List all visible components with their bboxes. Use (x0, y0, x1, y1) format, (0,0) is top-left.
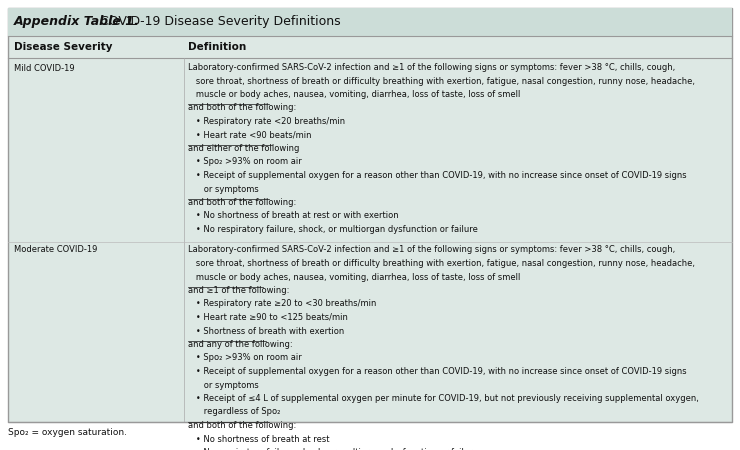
Text: • No shortness of breath at rest: • No shortness of breath at rest (188, 435, 329, 444)
Text: or symptoms: or symptoms (188, 184, 259, 194)
Text: • Spo₂ >93% on room air: • Spo₂ >93% on room air (188, 158, 302, 166)
Text: • Spo₂ >93% on room air: • Spo₂ >93% on room air (188, 354, 302, 363)
Text: regardless of Spo₂: regardless of Spo₂ (188, 408, 280, 417)
Text: and either of the following: and either of the following (188, 144, 300, 153)
Text: muscle or body aches, nausea, vomiting, diarrhea, loss of taste, loss of smell: muscle or body aches, nausea, vomiting, … (188, 90, 520, 99)
Text: • Receipt of supplemental oxygen for a reason other than COVID-19, with no incre: • Receipt of supplemental oxygen for a r… (188, 171, 687, 180)
Text: • Receipt of ≤4 L of supplemental oxygen per minute for COVID-19, but not previo: • Receipt of ≤4 L of supplemental oxygen… (188, 394, 699, 403)
Text: sore throat, shortness of breath or difficulty breathing with exertion, fatigue,: sore throat, shortness of breath or diff… (188, 259, 695, 268)
Text: Laboratory-confirmed SARS-CoV-2 infection and ≥1 of the following signs or sympt: Laboratory-confirmed SARS-CoV-2 infectio… (188, 246, 676, 255)
Text: • Heart rate <90 beats/min: • Heart rate <90 beats/min (188, 130, 312, 140)
Text: and any of the following:: and any of the following: (188, 340, 292, 349)
Text: muscle or body aches, nausea, vomiting, diarrhea, loss of taste, loss of smell: muscle or body aches, nausea, vomiting, … (188, 273, 520, 282)
Text: Disease Severity: Disease Severity (14, 42, 112, 52)
Text: Laboratory-confirmed SARS-CoV-2 infection and ≥1 of the following signs or sympt: Laboratory-confirmed SARS-CoV-2 infectio… (188, 63, 676, 72)
Text: Spo₂ = oxygen saturation.: Spo₂ = oxygen saturation. (8, 428, 127, 437)
Text: Moderate COVID-19: Moderate COVID-19 (14, 246, 98, 255)
Text: Definition: Definition (188, 42, 246, 52)
Text: • Respiratory rate ≥20 to <30 breaths/min: • Respiratory rate ≥20 to <30 breaths/mi… (188, 300, 377, 309)
Text: and both of the following:: and both of the following: (188, 421, 296, 430)
Text: COVID-19 Disease Severity Definitions: COVID-19 Disease Severity Definitions (92, 15, 340, 28)
Bar (8, 8, 732, 36)
Text: and both of the following:: and both of the following: (188, 104, 296, 112)
Text: and ≥1 of the following:: and ≥1 of the following: (188, 286, 289, 295)
Text: • No respiratory failure, shock, or multiorgan dysfunction or failure: • No respiratory failure, shock, or mult… (188, 225, 478, 234)
Text: • Shortness of breath with exertion: • Shortness of breath with exertion (188, 327, 344, 336)
Text: • Respiratory rate <20 breaths/min: • Respiratory rate <20 breaths/min (188, 117, 345, 126)
Text: • Receipt of supplemental oxygen for a reason other than COVID-19, with no incre: • Receipt of supplemental oxygen for a r… (188, 367, 687, 376)
Text: • No respiratory failure, shock, or multiorgan dysfunction or failure: • No respiratory failure, shock, or mult… (188, 448, 478, 450)
Text: sore throat, shortness of breath or difficulty breathing with exertion, fatigue,: sore throat, shortness of breath or diff… (188, 76, 695, 86)
Text: Appendix Table 1.: Appendix Table 1. (14, 15, 140, 28)
Text: • Heart rate ≥90 to <125 beats/min: • Heart rate ≥90 to <125 beats/min (188, 313, 348, 322)
Text: Mild COVID-19: Mild COVID-19 (14, 64, 75, 73)
Text: or symptoms: or symptoms (188, 381, 259, 390)
Text: and both of the following:: and both of the following: (188, 198, 296, 207)
Text: • No shortness of breath at rest or with exertion: • No shortness of breath at rest or with… (188, 212, 399, 220)
